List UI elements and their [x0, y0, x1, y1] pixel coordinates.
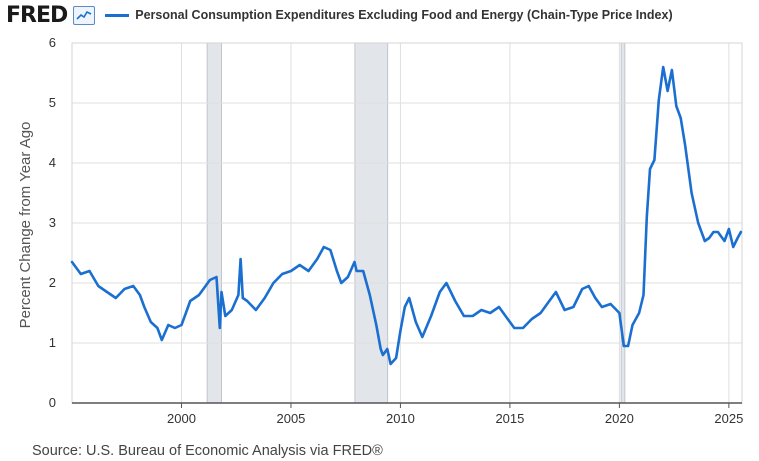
fred-logo[interactable]: FRED — [6, 2, 68, 28]
y-tick-label: 6 — [49, 35, 56, 50]
y-tick-label: 4 — [49, 155, 56, 170]
line-chart[interactable]: 0 1 2 3 4 5 6 2000 2005 2010 2015 2020 2025 Percent… — [0, 0, 759, 440]
y-tick-label: 1 — [49, 335, 56, 350]
y-tick-labels: 0 1 2 3 4 5 6 — [49, 35, 56, 410]
series-line-1[interactable] — [70, 65, 743, 366]
legend-label: Personal Consumption Expenditures Exclud… — [135, 8, 673, 22]
x-tick-label: 2005 — [276, 411, 305, 426]
series-layer — [70, 65, 743, 366]
x-tick-label: 2000 — [167, 411, 196, 426]
x-tick-label: 2020 — [605, 411, 634, 426]
source-note: Source: U.S. Bureau of Economic Analysis… — [32, 443, 383, 459]
x-tick-label: 2010 — [386, 411, 415, 426]
axes — [71, 42, 743, 408]
y-tick-label: 0 — [49, 395, 56, 410]
x-tick-labels: 2000 2005 2010 2015 2020 2025 — [167, 411, 743, 426]
x-tick-label: 2025 — [714, 411, 743, 426]
y-axis-title: Percent Change from Year Ago — [17, 122, 34, 329]
gridlines — [72, 42, 742, 404]
x-tick-label: 2015 — [495, 411, 524, 426]
y-tick-label: 3 — [49, 215, 56, 230]
y-tick-label: 2 — [49, 275, 56, 290]
y-tick-label: 5 — [49, 95, 56, 110]
legend: Personal Consumption Expenditures Exclud… — [105, 8, 673, 22]
chart-header: FRED Personal Consumption Expenditures E… — [0, 0, 759, 30]
line-chart-icon — [73, 5, 96, 25]
legend-swatch — [105, 13, 130, 17]
